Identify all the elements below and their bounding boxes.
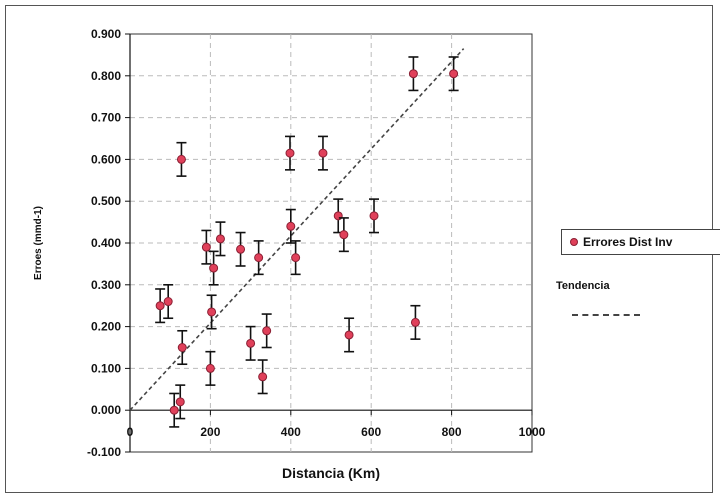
- point-marker: [207, 307, 217, 317]
- x-tick-label: 1000: [519, 425, 546, 439]
- legend-label: Errores Dist Inv: [583, 235, 673, 249]
- point-marker: [258, 372, 268, 382]
- data-point: [201, 229, 212, 265]
- data-point: [176, 141, 187, 177]
- point-marker: [176, 154, 186, 164]
- data-point: [261, 313, 272, 349]
- trend-legend-label: Tendencia: [556, 280, 610, 292]
- legend: Errores Dist Inv: [561, 229, 720, 255]
- x-tick-label: 600: [361, 425, 381, 439]
- data-point: [257, 359, 268, 395]
- point-marker: [209, 263, 219, 273]
- y-tick-label: 0.900: [91, 27, 121, 41]
- data-points: [155, 56, 459, 428]
- point-marker: [215, 234, 225, 244]
- point-marker: [205, 363, 215, 373]
- point-marker: [201, 242, 211, 252]
- point-marker: [163, 297, 173, 307]
- data-point: [208, 250, 219, 286]
- data-point: [253, 240, 264, 276]
- data-point: [285, 208, 296, 244]
- x-tick-label: 800: [442, 425, 462, 439]
- trend-legend-line: [572, 314, 640, 316]
- x-tick-label: 400: [281, 425, 301, 439]
- point-marker: [369, 211, 379, 221]
- point-marker: [285, 148, 295, 158]
- point-marker: [262, 326, 272, 336]
- data-point: [235, 231, 246, 267]
- y-tick-label: 0.500: [91, 194, 121, 208]
- point-marker: [408, 69, 418, 79]
- point-marker: [254, 253, 264, 263]
- point-marker: [236, 244, 246, 254]
- data-point: [369, 198, 380, 234]
- data-point: [408, 56, 419, 92]
- data-point: [177, 329, 188, 366]
- point-marker: [291, 253, 301, 263]
- y-tick-label: 0.100: [91, 361, 121, 375]
- data-point: [317, 135, 328, 171]
- data-point: [205, 350, 216, 386]
- point-marker: [344, 330, 354, 340]
- point-marker: [177, 343, 187, 352]
- point-marker: [175, 397, 185, 407]
- point-marker: [339, 230, 349, 240]
- y-axis-title: Erroes (mmd-1): [33, 206, 44, 280]
- point-marker: [449, 69, 459, 79]
- data-point: [169, 392, 180, 428]
- grid-lines: [130, 34, 532, 452]
- y-tick-label: 0.800: [91, 69, 121, 83]
- data-point: [155, 288, 166, 324]
- point-marker: [286, 221, 296, 231]
- y-tick-label: 0.600: [91, 152, 121, 166]
- point-marker: [155, 301, 165, 311]
- data-point: [163, 283, 174, 320]
- data-point: [344, 317, 355, 353]
- data-point: [175, 384, 186, 420]
- point-marker: [169, 405, 179, 415]
- data-point: [338, 217, 349, 253]
- y-tick-label: 0.300: [91, 278, 121, 292]
- point-marker: [410, 317, 420, 327]
- y-tick-label: 0.000: [91, 403, 121, 417]
- point-marker: [318, 148, 328, 158]
- data-point: [215, 221, 226, 257]
- point-marker: [246, 338, 256, 348]
- y-tick-label: 0.200: [91, 320, 121, 334]
- data-point: [284, 135, 295, 171]
- data-point: [290, 240, 301, 276]
- x-axis-title: Distancia (Km): [282, 465, 380, 481]
- data-point: [206, 294, 217, 330]
- trend-line: [129, 48, 465, 411]
- data-point: [448, 56, 459, 92]
- x-axis-ticks: 0 200 400 600 800 1000: [127, 410, 546, 439]
- y-axis-ticks: -0.100 0.000 0.100 0.200 0.300 0.400 0.500 0.60…: [87, 27, 130, 459]
- y-tick-label: 0.400: [91, 236, 121, 250]
- x-tick-label: 0: [127, 425, 134, 439]
- y-tick-label: 0.700: [91, 111, 121, 125]
- legend-marker-icon: [570, 238, 578, 246]
- x-tick-label: 200: [200, 425, 220, 439]
- data-point: [245, 325, 256, 361]
- y-tick-label: -0.100: [87, 445, 121, 459]
- data-point: [410, 304, 421, 340]
